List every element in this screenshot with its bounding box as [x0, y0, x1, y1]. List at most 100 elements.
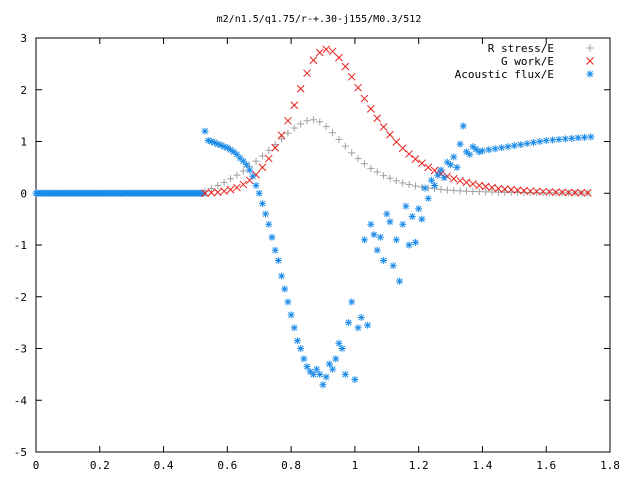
data-point	[549, 136, 557, 144]
data-point	[351, 376, 359, 384]
data-point	[437, 166, 445, 174]
data-point	[348, 149, 356, 157]
data-point	[258, 152, 266, 160]
data-point	[456, 176, 464, 185]
data-point	[264, 154, 273, 163]
data-point	[271, 141, 279, 149]
data-point	[227, 175, 235, 183]
data-point	[370, 231, 378, 239]
data-point	[271, 246, 279, 254]
data-point	[335, 135, 343, 143]
data-point	[389, 262, 397, 270]
data-point	[517, 141, 525, 149]
data-point	[501, 188, 509, 196]
data-point	[287, 311, 295, 319]
data-point	[450, 187, 458, 195]
data-point	[297, 345, 305, 352]
data-point	[580, 133, 588, 141]
y-tick-label: -5	[14, 446, 27, 459]
data-point	[526, 187, 535, 196]
series-1	[201, 45, 592, 198]
data-point	[411, 155, 420, 163]
data-point	[539, 187, 547, 196]
data-point	[399, 179, 407, 187]
data-point	[424, 194, 432, 202]
series-0	[201, 116, 592, 197]
data-point	[430, 166, 439, 175]
data-point	[246, 166, 254, 174]
data-point	[386, 218, 394, 226]
data-point	[354, 83, 362, 92]
data-point	[258, 200, 266, 208]
data-point	[207, 188, 216, 197]
data-point	[357, 313, 365, 321]
y-tick-label: -4	[14, 394, 28, 407]
data-point	[494, 188, 502, 196]
data-point	[316, 118, 324, 126]
data-point	[462, 178, 471, 187]
data-point	[335, 53, 343, 62]
data-point	[411, 182, 419, 190]
x-tick-label: 0	[33, 459, 40, 472]
data-point	[242, 161, 250, 169]
data-point	[297, 120, 305, 128]
data-point	[268, 233, 276, 241]
data-point	[379, 123, 388, 131]
data-point	[551, 188, 560, 197]
data-point	[526, 189, 534, 197]
data-point	[418, 215, 426, 223]
data-point	[364, 321, 372, 329]
data-point	[239, 167, 247, 175]
data-point	[338, 345, 346, 352]
data-point	[475, 188, 483, 196]
data-point	[319, 381, 327, 389]
data-point	[568, 134, 576, 142]
data-point	[373, 168, 381, 176]
data-point	[561, 135, 569, 143]
data-point	[277, 131, 286, 140]
data-point	[376, 233, 384, 241]
data-point	[284, 129, 292, 137]
data-point	[345, 319, 353, 327]
data-point	[405, 241, 413, 249]
data-point	[478, 147, 486, 155]
data-point	[309, 56, 318, 65]
legend-marker	[586, 44, 594, 52]
x-tick-label: 0.4	[154, 459, 174, 472]
data-point	[201, 127, 209, 135]
data-point	[434, 171, 442, 179]
data-point	[347, 72, 356, 81]
data-point	[249, 172, 257, 180]
data-point	[252, 181, 260, 189]
data-point	[574, 134, 582, 142]
data-point	[213, 188, 222, 197]
x-tick-label: 0.2	[90, 459, 110, 472]
data-point	[532, 187, 541, 196]
data-point	[322, 45, 331, 54]
data-point	[309, 116, 317, 124]
data-point	[392, 138, 401, 146]
data-point	[354, 324, 362, 332]
data-point	[316, 370, 324, 378]
data-point	[303, 363, 311, 371]
data-point	[380, 172, 388, 180]
data-point	[360, 160, 368, 168]
y-tick-label: 3	[20, 32, 27, 45]
data-point	[360, 94, 369, 103]
y-tick-label: 2	[20, 84, 27, 97]
data-point	[315, 48, 324, 57]
data-point	[542, 136, 550, 144]
data-point	[558, 188, 567, 197]
data-point	[233, 171, 241, 179]
data-point	[335, 339, 343, 347]
data-point	[421, 184, 429, 192]
data-point	[341, 142, 349, 150]
data-point	[481, 182, 490, 191]
data-point	[504, 143, 512, 151]
data-point	[290, 324, 298, 332]
data-point	[278, 135, 286, 143]
data-point	[507, 185, 515, 194]
axes-group: 0 0.2 0.4 0.6 0.8 1 1.2 1.4 1.6 1.8 3 2 1 0 -1 -2 -3 -4 -5	[14, 32, 620, 472]
